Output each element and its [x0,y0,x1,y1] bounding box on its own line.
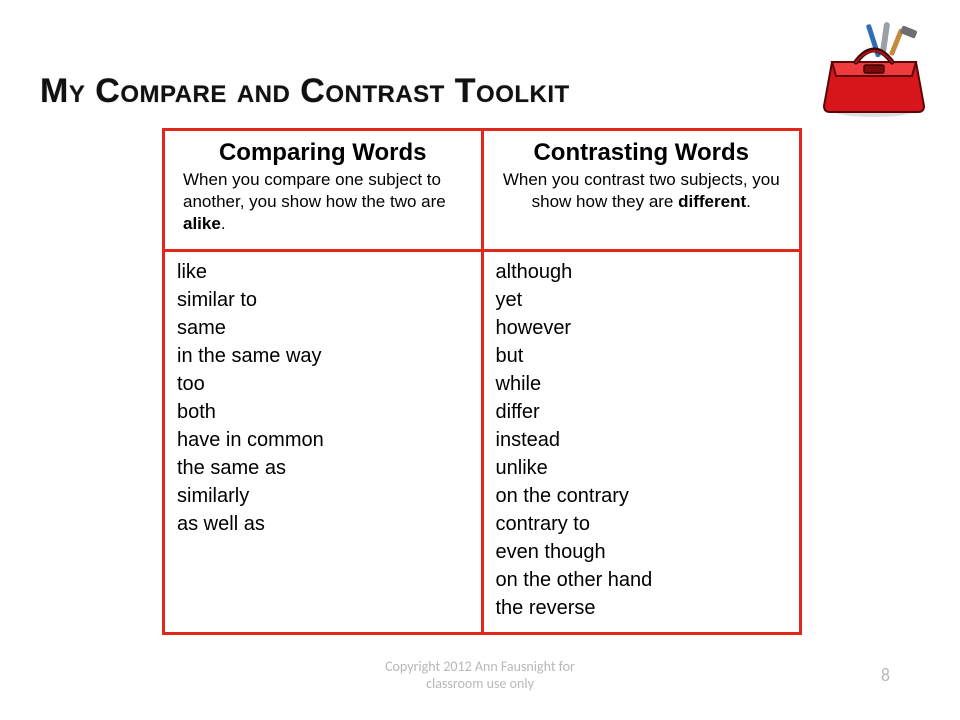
toolkit-table: Comparing Words When you compare one sub… [162,128,802,635]
page-title: My Compare and Contrast Toolkit [40,72,570,111]
word-item: although [496,258,788,286]
comparing-words-cell: likesimilar tosamein the same waytooboth… [164,251,483,634]
word-item: too [177,370,469,398]
word-item: contrary to [496,510,788,538]
word-item: even though [496,538,788,566]
word-item: both [177,398,469,426]
word-item: have in common [177,426,469,454]
word-item: but [496,342,788,370]
word-item: unlike [496,454,788,482]
header-sub: When you compare one subject to another,… [183,169,463,235]
footer-line: classroom use only [0,675,960,692]
toolbox-icon [812,18,932,118]
contrasting-words-cell: althoughyethoweverbutwhiledifferinsteadu… [482,251,801,634]
page: My Compare and Contrast Toolkit Comparin… [0,0,960,720]
word-item: while [496,370,788,398]
word-item: similarly [177,482,469,510]
word-item: however [496,314,788,342]
header-label: Contrasting Words [496,139,788,167]
table-header-row: Comparing Words When you compare one sub… [164,130,801,251]
word-item: same [177,314,469,342]
col-header-contrasting: Contrasting Words When you contrast two … [482,130,801,251]
word-item: on the other hand [496,566,788,594]
word-item: similar to [177,286,469,314]
word-item: differ [496,398,788,426]
col-header-comparing: Comparing Words When you compare one sub… [164,130,483,251]
word-item: as well as [177,510,469,538]
word-item: like [177,258,469,286]
word-item: instead [496,426,788,454]
header-sub: When you contrast two subjects, you show… [502,169,782,213]
word-item: the same as [177,454,469,482]
footer-line: Copyright 2012 Ann Fausnight for [0,658,960,675]
header-label: Comparing Words [177,139,469,167]
table-body-row: likesimilar tosamein the same waytooboth… [164,251,801,634]
word-item: on the contrary [496,482,788,510]
word-item: in the same way [177,342,469,370]
word-item: yet [496,286,788,314]
footer: Copyright 2012 Ann Fausnight for classro… [0,658,960,692]
word-item: the reverse [496,594,788,622]
page-number: 8 [881,664,890,686]
